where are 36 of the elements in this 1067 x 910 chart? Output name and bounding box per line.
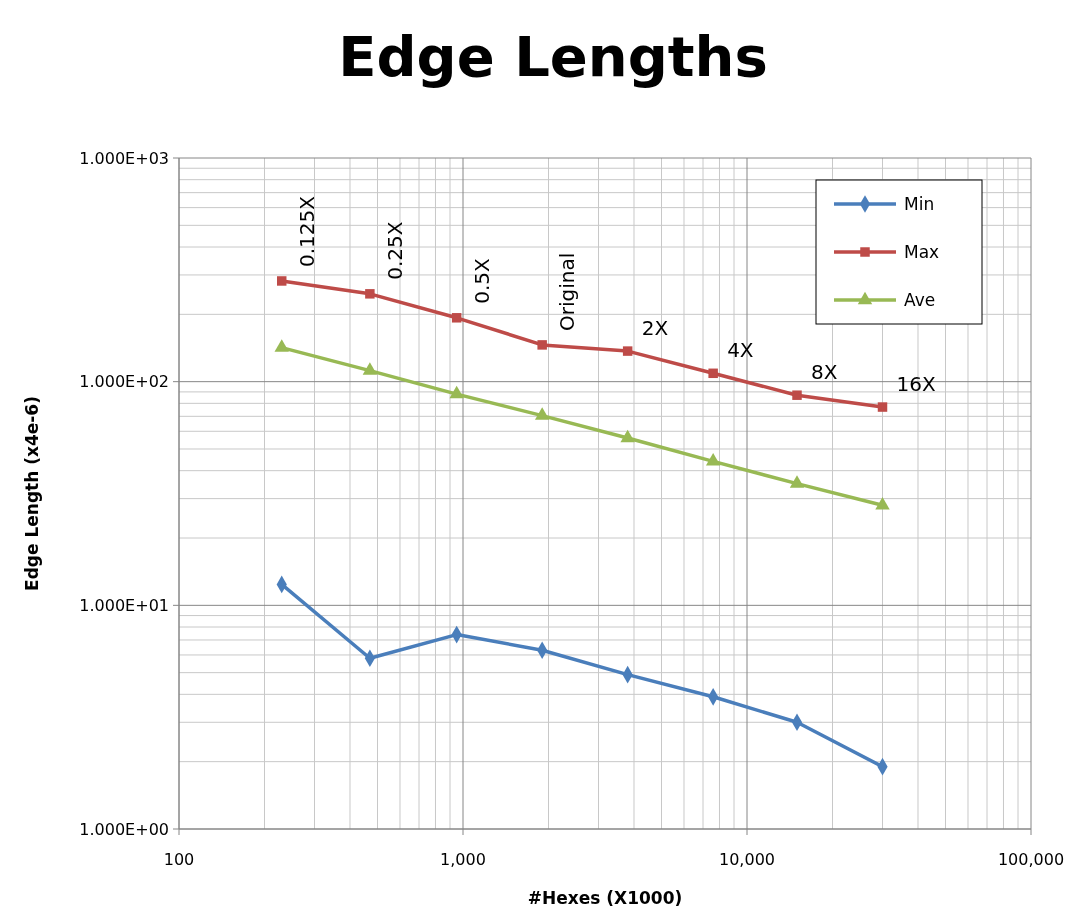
annotation: 0.25X (382, 221, 407, 280)
x-tick-label: 100 (163, 850, 195, 869)
annotation: 0.125X (294, 195, 319, 267)
annotation: 4X (727, 338, 754, 363)
point (708, 368, 718, 379)
annotation: 2X (641, 316, 669, 341)
point (449, 385, 464, 399)
annotation: 8X (811, 360, 838, 385)
annotation: Original (555, 252, 580, 331)
legend-label: Min (904, 193, 935, 214)
x-tick-label: 1,000 (440, 850, 486, 869)
annotation: 0.5X (469, 257, 494, 304)
y-tick-label: 1.000E+01 (79, 595, 169, 615)
point (622, 346, 633, 356)
point (362, 362, 378, 375)
point (789, 475, 805, 488)
point (537, 340, 547, 350)
x-tick-label: 100,000 (997, 850, 1065, 869)
y-axis-title: Edge Length (x4e-6) (22, 396, 42, 591)
point (451, 313, 462, 323)
point (705, 453, 721, 466)
y-tick-label: 1.000E+02 (79, 372, 169, 392)
point (875, 497, 890, 510)
x-axis-title: #Hexes (X1000) (527, 888, 683, 908)
point (534, 407, 550, 420)
point (365, 289, 375, 299)
legend-label: Max (904, 241, 940, 262)
y-tick-label: 1.000E+03 (79, 148, 169, 168)
annotation: 16X (896, 372, 936, 397)
point (620, 429, 635, 443)
point (792, 390, 802, 400)
chart-title: Edge Lengths (338, 24, 768, 89)
point (877, 402, 888, 412)
y-tick-label: 1.000E+00 (79, 819, 169, 839)
legend-label: Ave (904, 289, 936, 310)
x-tick-label: 10,000 (719, 850, 775, 869)
